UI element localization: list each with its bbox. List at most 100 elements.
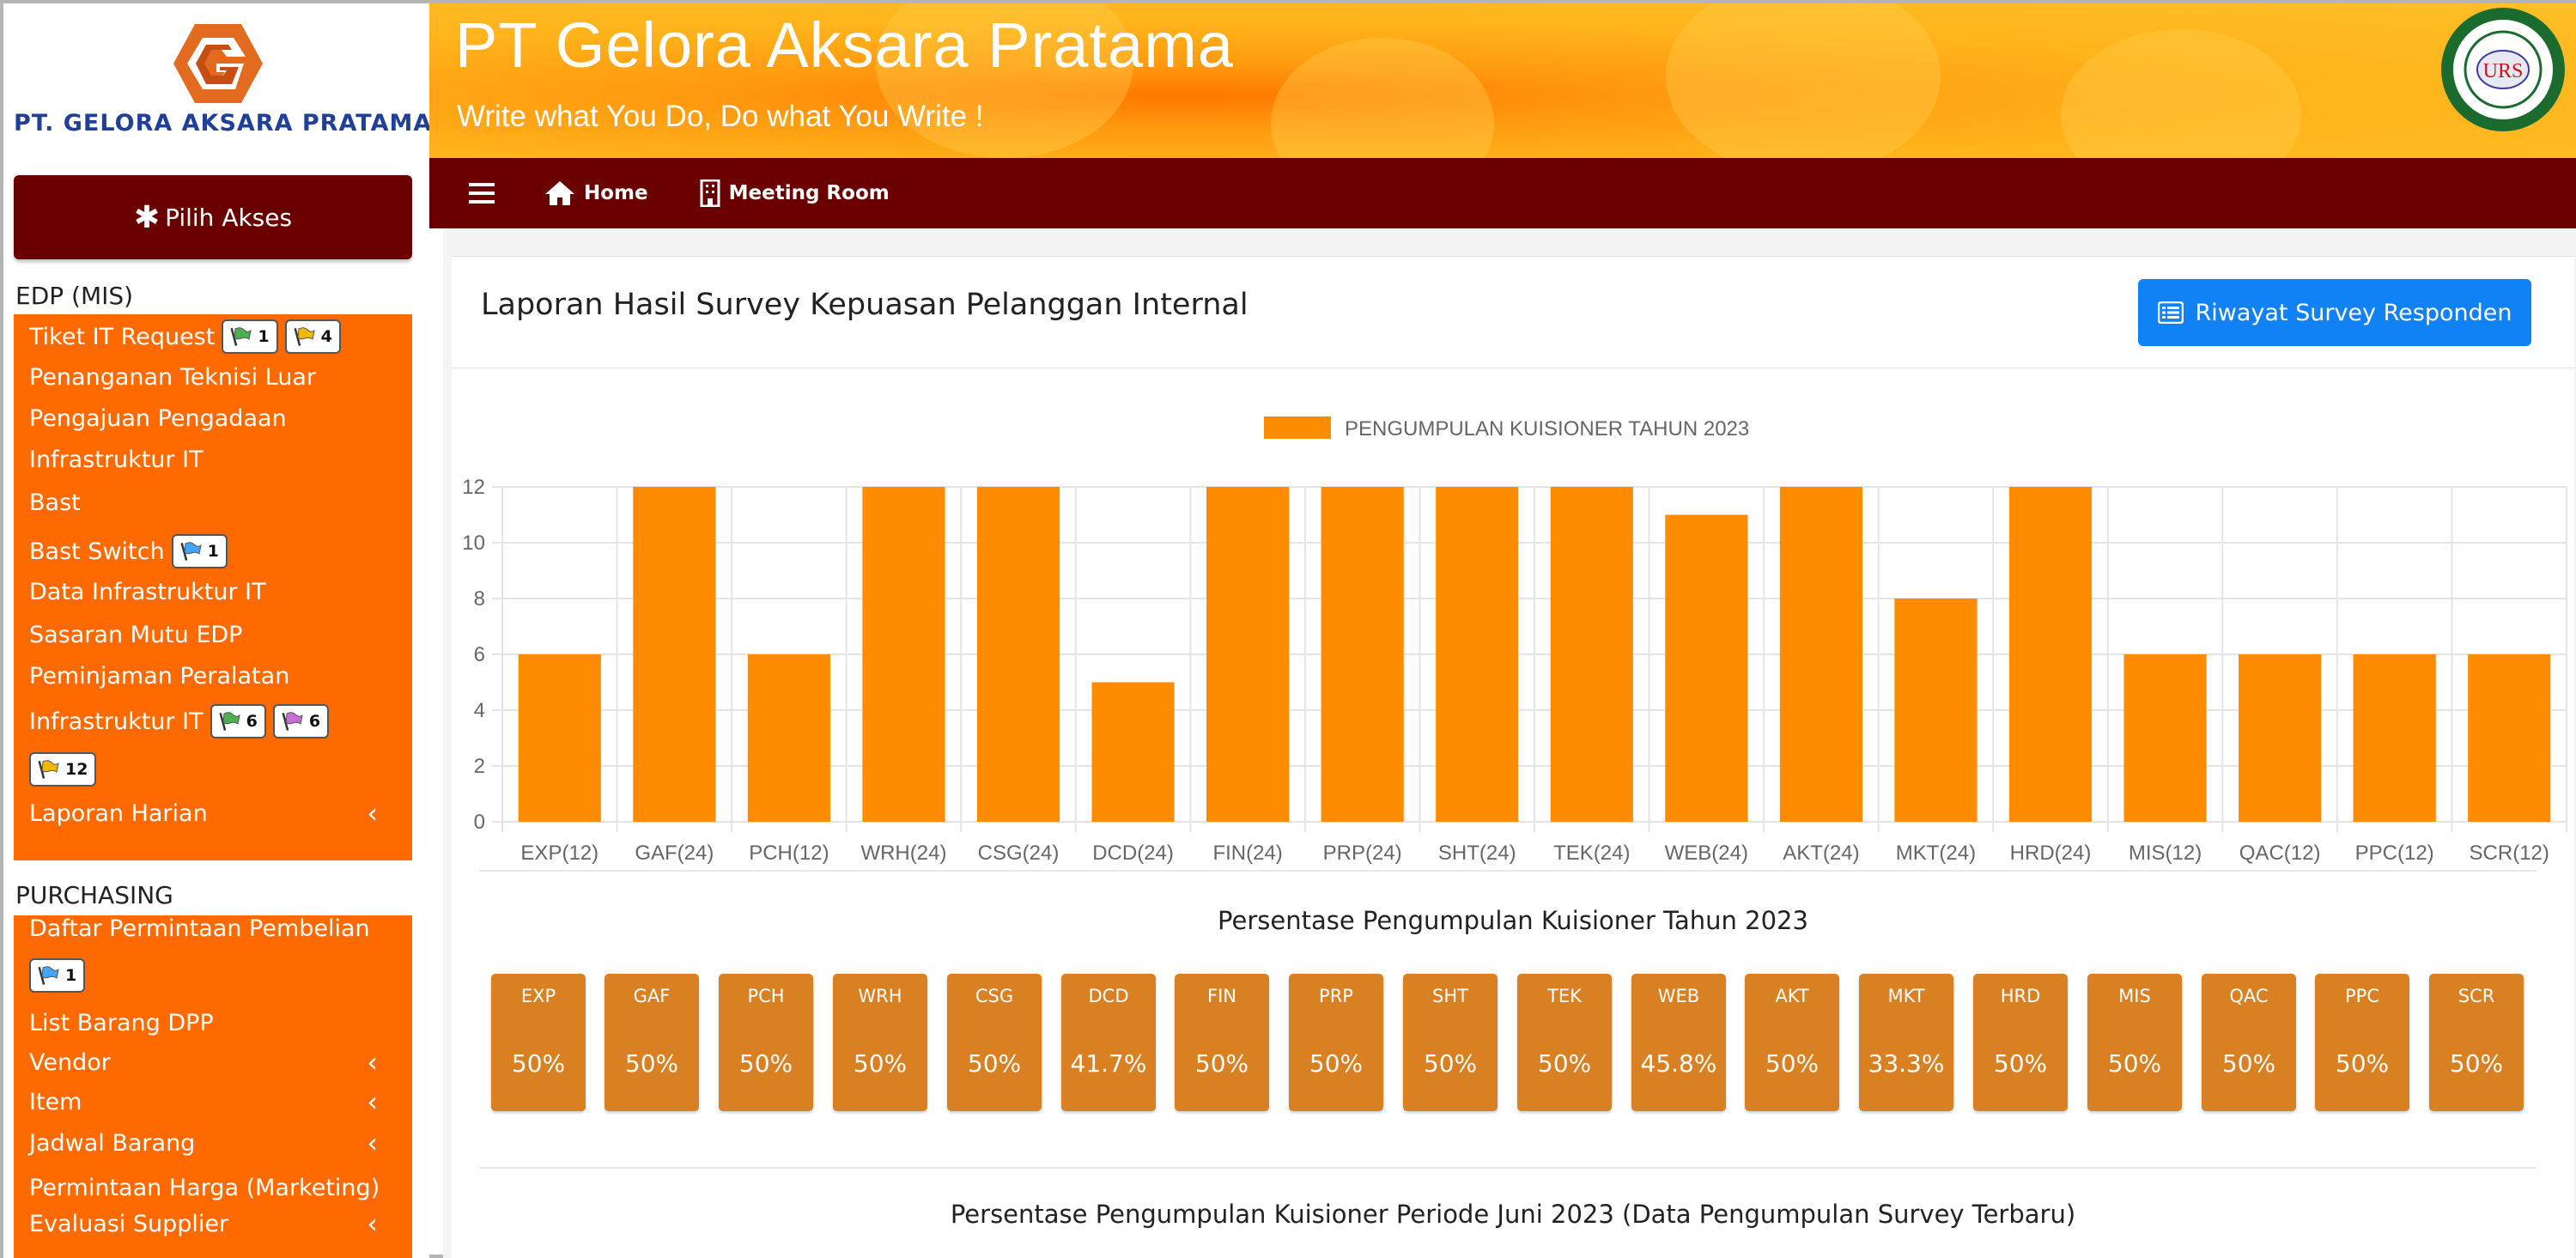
x-tick-label: WEB(24): [1665, 842, 1748, 865]
sidebar-item[interactable]: Evaluasi Supplier: [29, 1211, 228, 1237]
sidebar-item[interactable]: List Barang DPP: [29, 1010, 214, 1036]
percentage-card: MKT 33.3%: [1859, 974, 1953, 1111]
bar: [2468, 654, 2551, 822]
divider: [479, 870, 2537, 872]
y-tick-label: 6: [474, 643, 485, 666]
menu-toggle-button[interactable]: [469, 182, 503, 204]
y-tick-label: 2: [474, 755, 485, 778]
pilih-akses-button[interactable]: ✱ Pilih Akses: [14, 175, 412, 259]
sidebar-item-label: Daftar Permintaan Pembelian: [29, 915, 370, 942]
dept-code: SCR: [2458, 986, 2495, 1006]
x-tick-label: QAC(12): [2239, 842, 2321, 865]
chevron-left-icon[interactable]: ‹: [367, 1046, 378, 1079]
percentage-card: SHT 50%: [1403, 974, 1498, 1111]
nav-meeting-room[interactable]: Meeting Room: [700, 179, 890, 207]
x-tick-label: FIN(24): [1212, 842, 1282, 865]
card-header: Laporan Hasil Survey Kepuasan Pelanggan …: [452, 257, 2574, 368]
sidebar-item[interactable]: Tiket IT Request 1 4: [29, 319, 341, 354]
bar: [1665, 514, 1748, 822]
sidebar-item[interactable]: Bast: [29, 489, 81, 516]
bar: [747, 654, 830, 822]
sidebar-item[interactable]: 12: [29, 752, 97, 787]
sidebar-item[interactable]: Daftar Permintaan Pembelian: [29, 915, 370, 942]
bar: [518, 654, 601, 822]
x-tick-label: PCH(12): [749, 842, 829, 865]
notification-badge[interactable]: 4: [284, 319, 341, 354]
chevron-left-icon[interactable]: ‹: [367, 1207, 378, 1240]
sidebar-item[interactable]: Permintaan Harga (Marketing): [29, 1175, 380, 1201]
percentage-card: AKT 50%: [1745, 974, 1839, 1111]
riwayat-survey-button[interactable]: Riwayat Survey Responden: [2138, 279, 2531, 346]
sidebar-item[interactable]: Laporan Harian: [29, 800, 208, 827]
seal-text: URS: [2483, 60, 2524, 82]
dept-percentage: 50%: [2221, 1049, 2276, 1078]
dept-percentage: 50%: [1993, 1049, 2048, 1078]
sidebar-item[interactable]: 1: [29, 958, 86, 993]
nav-home[interactable]: Home: [544, 180, 648, 206]
flag-icon: [38, 966, 59, 985]
sidebar-item-label: Laporan Harian: [29, 800, 208, 827]
sidebar-item[interactable]: Penanganan Teknisi Luar: [29, 364, 316, 391]
bar: [1550, 487, 1633, 822]
edp-menu: Tiket IT Request 1 4 Penanganan Teknisi Lua…: [14, 314, 412, 860]
sidebar-item[interactable]: Jadwal Barang: [29, 1130, 195, 1157]
badge-count: 6: [246, 712, 258, 731]
sidebar-item-label: Sasaran Mutu EDP: [29, 622, 243, 648]
sidebar-item-label: Data Infrastruktur IT: [29, 579, 266, 605]
chevron-left-icon[interactable]: ‹: [367, 797, 378, 830]
notification-badge[interactable]: 12: [29, 752, 97, 787]
sidebar-item[interactable]: Data Infrastruktur IT: [29, 579, 266, 605]
building-icon: [700, 179, 720, 207]
bar: [1436, 487, 1519, 822]
notification-badge[interactable]: 6: [272, 704, 330, 738]
sidebar-item-label: Peminjaman Peralatan: [29, 663, 290, 690]
dept-code: CSG: [975, 986, 1014, 1006]
dept-percentage: 50%: [967, 1049, 1022, 1078]
company-logo[interactable]: PT. GELORA AKSARA PRATAMA: [3, 3, 433, 167]
sidebar-item[interactable]: Sasaran Mutu EDP: [29, 622, 242, 648]
hamburger-icon: [469, 183, 495, 204]
x-tick-label: CSG(24): [978, 842, 1060, 865]
x-tick-label: DCD(24): [1092, 842, 1174, 865]
bar: [862, 487, 945, 822]
dept-code: WRH: [858, 986, 902, 1006]
sidebar-item[interactable]: Peminjaman Peralatan: [29, 663, 289, 690]
flag-icon: [294, 327, 315, 346]
notification-badge[interactable]: 1: [29, 958, 86, 993]
dept-percentage: 50%: [1309, 1049, 1364, 1078]
page-title: Laporan Hasil Survey Kepuasan Pelanggan …: [481, 288, 1249, 322]
certification-seal-icon: URS: [2441, 8, 2565, 131]
section-title-edp: EDP (MIS): [15, 282, 134, 310]
dept-percentage: 50%: [1423, 1049, 1478, 1078]
flag-icon: [282, 712, 303, 731]
chevron-left-icon[interactable]: ‹: [367, 1085, 378, 1118]
badge-count: 12: [65, 760, 88, 779]
percentage-card: EXP 50%: [491, 974, 586, 1111]
sidebar-item-label: List Barang DPP: [29, 1010, 214, 1036]
sidebar-item[interactable]: Vendor: [29, 1049, 111, 1076]
sidebar-item[interactable]: Item: [29, 1089, 82, 1115]
percentage-card: CSG 50%: [947, 974, 1042, 1111]
dept-percentage: 50%: [738, 1049, 793, 1078]
percentage-card: TEK 50%: [1517, 974, 1612, 1111]
x-tick-label: GAF(24): [635, 842, 714, 865]
dept-percentage: 50%: [2335, 1049, 2390, 1078]
sidebar-item-label: Jadwal Barang: [29, 1130, 196, 1157]
sidebar-item-label: Vendor: [29, 1049, 111, 1076]
sidebar-item[interactable]: Pengajuan Pengadaan: [29, 405, 287, 432]
sidebar-item[interactable]: Infrastruktur IT: [29, 447, 204, 473]
notification-badge[interactable]: 6: [210, 704, 266, 738]
percentage-card: QAC 50%: [2202, 974, 2296, 1111]
notification-badge[interactable]: 1: [171, 534, 228, 568]
flag-icon: [38, 760, 59, 779]
sidebar-item-label: Permintaan Harga (Marketing): [29, 1175, 380, 1201]
dept-code: DCD: [1088, 986, 1129, 1006]
badge-count: 6: [308, 712, 321, 731]
sidebar-item[interactable]: Infrastruktur IT 6 6: [29, 704, 330, 738]
chevron-left-icon[interactable]: ‹: [367, 1127, 378, 1159]
bar: [2239, 654, 2322, 822]
section-title-purchasing: PURCHASING: [15, 881, 173, 909]
notification-badge[interactable]: 1: [222, 319, 278, 354]
sidebar-item[interactable]: Bast Switch 1: [29, 534, 228, 568]
company-name: PT. GELORA AKSARA PRATAMA: [14, 110, 433, 137]
